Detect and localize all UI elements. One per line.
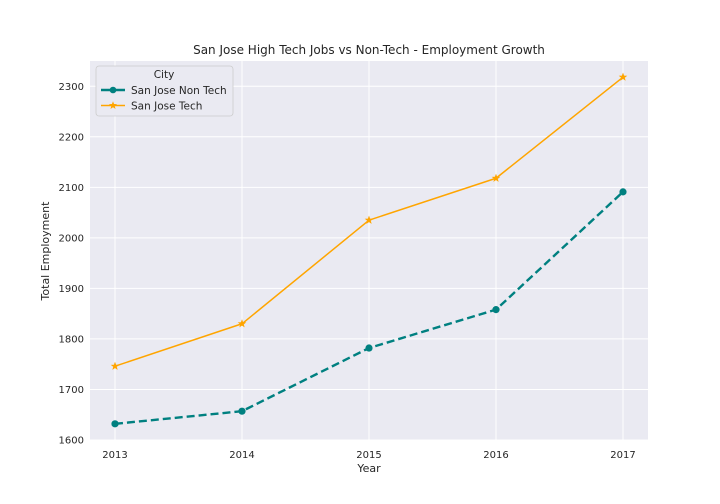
legend: City San Jose Non Tech San Jose Tech [95,65,234,117]
legend-title: City [154,69,175,81]
legend-entry: San Jose Tech [101,100,202,112]
data-point [364,215,374,224]
data-point [365,344,373,352]
y-tick-labels: 1600 1700 1800 1900 2000 2100 2200 2300 [59,82,84,447]
x-tick-label: 2017 [610,450,635,461]
x-tick-label: 2013 [102,450,127,461]
legend-marker [108,101,118,109]
data-point [238,407,246,415]
y-tick-label: 2100 [59,183,84,194]
x-tick-labels: 2013 2014 2015 2016 2017 [102,450,635,461]
x-axis-label: Year [356,462,381,475]
x-tick-label: 2014 [229,450,254,461]
legend-marker [109,86,117,94]
y-tick-label: 1800 [59,334,84,345]
x-tick-label: 2015 [356,450,381,461]
chart-title: San Jose High Tech Jobs vs Non-Tech - Em… [193,43,545,57]
legend-entries: San Jose Non Tech San Jose Tech [101,85,227,112]
data-point [237,319,247,328]
y-tick-label: 2000 [59,233,84,244]
y-tick-label: 2200 [59,132,84,143]
y-tick-label: 1900 [59,284,84,295]
y-tick-label: 1600 [59,436,84,447]
data-point [619,188,627,196]
data-point [618,72,628,81]
series-san-jose-tech [110,72,628,370]
y-axis-label: Total Employment [39,201,52,302]
legend-label: San Jose Non Tech [131,85,227,97]
series-san-jose-non-tech [111,188,627,428]
data-point [491,173,501,182]
series-layer [110,72,628,428]
legend-label: San Jose Tech [131,100,202,112]
legend-entry: San Jose Non Tech [101,85,227,97]
y-tick-label: 2300 [59,82,84,93]
data-point [111,420,119,428]
y-tick-label: 1700 [59,385,84,396]
legend-box [95,65,234,117]
x-tick-label: 2016 [483,450,508,461]
data-point [110,361,120,370]
data-point [492,306,500,314]
